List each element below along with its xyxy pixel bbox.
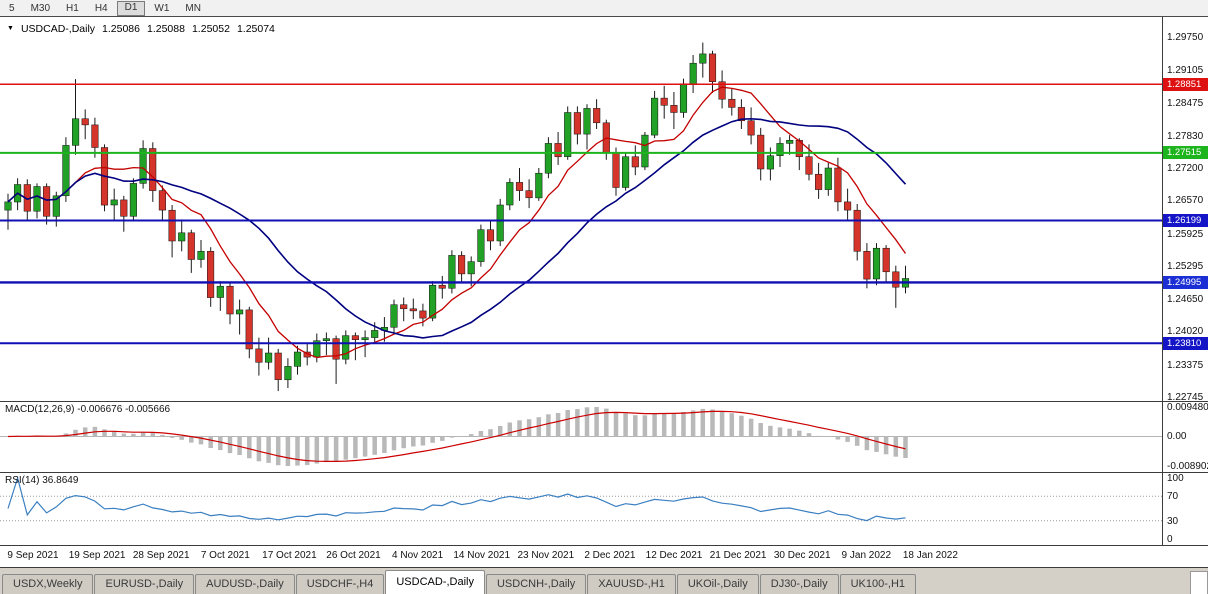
price-axis-label: 1.24650 <box>1167 294 1204 306</box>
chart-tab-xauusd-h1[interactable]: XAUUSD-,H1 <box>587 574 676 594</box>
date-axis-label: 26 Oct 2021 <box>326 550 381 561</box>
chart-header: ▼ USDCAD-,Daily 1.25086 1.25088 1.25052 … <box>7 23 275 35</box>
date-axis-label: 9 Jan 2022 <box>841 550 892 561</box>
price-axis-label: 1.27200 <box>1167 163 1204 175</box>
date-axis-label: 30 Dec 2021 <box>773 550 831 561</box>
tab-bar-corner <box>1190 571 1208 594</box>
macd-axis-label: 0.00 <box>1167 431 1187 443</box>
timeframe-button-mn[interactable]: MN <box>185 2 201 14</box>
rsi-panel: RSI(14) 36.8649 100 70 30 0 <box>0 473 1208 546</box>
ohlc-low: 1.25052 <box>191 23 230 35</box>
rsi-axis-label: 100 <box>1167 473 1184 484</box>
timeframe-button-5[interactable]: 5 <box>9 2 15 14</box>
symbol-dropdown-icon[interactable]: ▼ <box>7 25 14 32</box>
date-axis-label: 12 Dec 2021 <box>645 550 703 561</box>
price-axis-label: 1.29750 <box>1167 32 1204 43</box>
chart-tab-audusd-daily[interactable]: AUDUSD-,Daily <box>195 574 295 594</box>
macd-axis-label: 0.009480 <box>1167 402 1208 413</box>
price-axis-label: 1.25925 <box>1167 228 1204 240</box>
chart-tab-usdx-weekly[interactable]: USDX,Weekly <box>2 574 94 594</box>
price-line-tag: 1.26199 <box>1163 213 1208 227</box>
rsi-axis-label: 70 <box>1167 491 1179 503</box>
timeframe-button-m30[interactable]: M30 <box>30 2 51 14</box>
date-axis-label: 28 Sep 2021 <box>132 550 190 561</box>
price-line-tag: 1.28851 <box>1163 77 1208 91</box>
price-line-tag: 1.24995 <box>1163 275 1208 289</box>
timeframe-toolbar: 5 M30 H1 H4 D1 W1 MN <box>0 0 1208 17</box>
date-axis-label: 21 Dec 2021 <box>709 550 767 561</box>
macd-axis-label: -0.008902 <box>1167 461 1208 472</box>
macd-chart <box>0 407 1162 466</box>
time-axis[interactable]: 9 Sep 2021 19 Sep 2021 28 Sep 2021 7 Oct 20… <box>0 546 1208 568</box>
price-axis-label: 1.23375 <box>1167 359 1204 371</box>
price-axis-label: 1.29105 <box>1167 65 1204 77</box>
date-axis-label: 23 Nov 2021 <box>517 550 575 561</box>
rsi-label: RSI(14) 36.8649 <box>5 475 79 486</box>
price-axis-label: 1.24020 <box>1167 326 1204 338</box>
candlestick-chart[interactable] <box>0 17 1162 401</box>
ohlc-close: 1.25074 <box>236 23 275 35</box>
date-axis-label: 4 Nov 2021 <box>392 550 444 561</box>
chart-tab-usdchf-h4[interactable]: USDCHF-,H4 <box>295 574 385 594</box>
rsi-axis-label: 30 <box>1167 515 1179 527</box>
chart-tab-usdcad-daily[interactable]: USDCAD-,Daily <box>385 570 485 594</box>
date-axis-label: 19 Sep 2021 <box>68 550 126 561</box>
price-axis-label: 1.22745 <box>1167 392 1204 403</box>
price-line-tag: 1.23810 <box>1163 336 1208 350</box>
price-line-tag: 1.27515 <box>1163 146 1208 160</box>
timeframe-button-d1[interactable]: D1 <box>116 0 146 16</box>
macd-axis: 0.009480 0.00 -0.008902 <box>1162 402 1208 472</box>
date-axis-label: 7 Oct 2021 <box>200 550 250 561</box>
date-axis-label: 2 Dec 2021 <box>584 550 636 561</box>
rsi-axis-label: 0 <box>1167 534 1173 545</box>
date-axis-label: 17 Oct 2021 <box>262 550 317 561</box>
price-axis-label: 1.25295 <box>1167 260 1204 272</box>
chart-tab-uk100-h1[interactable]: UK100-,H1 <box>839 574 917 594</box>
rsi-chart <box>0 475 1162 522</box>
price-axis-label: 1.28475 <box>1167 97 1204 109</box>
timeframe-button-w1[interactable]: W1 <box>154 2 170 14</box>
rsi-axis: 100 70 30 0 <box>1162 473 1208 545</box>
timeframe-button-h1[interactable]: H1 <box>66 2 79 14</box>
date-axis-label: 9 Sep 2021 <box>7 550 59 561</box>
macd-label: MACD(12,26,9) -0.006676 -0.005666 <box>5 404 171 415</box>
date-axis-label: 14 Nov 2021 <box>453 550 511 561</box>
chart-tab-bar: USDX,Weekly EURUSD-,Daily AUDUSD-,Daily USD… <box>0 568 1208 594</box>
timeframe-button-h4[interactable]: H4 <box>94 2 108 14</box>
chart-symbol-label: USDCAD-,Daily <box>20 23 96 35</box>
macd-panel: MACD(12,26,9) -0.006676 -0.005666 0.0094… <box>0 402 1208 473</box>
chart-tab-ukoil-daily[interactable]: UKOil-,Daily <box>676 574 759 594</box>
price-axis-label: 1.26570 <box>1167 195 1204 207</box>
price-axis[interactable]: 1.29750 1.29105 1.28475 1.27830 1.27200 1.265… <box>1162 17 1208 403</box>
main-chart-panel: ▼ USDCAD-,Daily 1.25086 1.25088 1.25052 … <box>0 17 1208 403</box>
price-axis-label: 1.27830 <box>1167 130 1204 142</box>
chart-tab-dj30-daily[interactable]: DJ30-,Daily <box>759 574 839 594</box>
ohlc-high: 1.25088 <box>147 23 185 35</box>
date-axis-label: 18 Jan 2022 <box>902 550 958 561</box>
chart-tab-usdcnh-daily[interactable]: USDCNH-,Daily <box>485 574 587 594</box>
chart-tab-eurusd-daily[interactable]: EURUSD-,Daily <box>94 574 195 594</box>
ohlc-open: 1.25086 <box>102 23 140 35</box>
